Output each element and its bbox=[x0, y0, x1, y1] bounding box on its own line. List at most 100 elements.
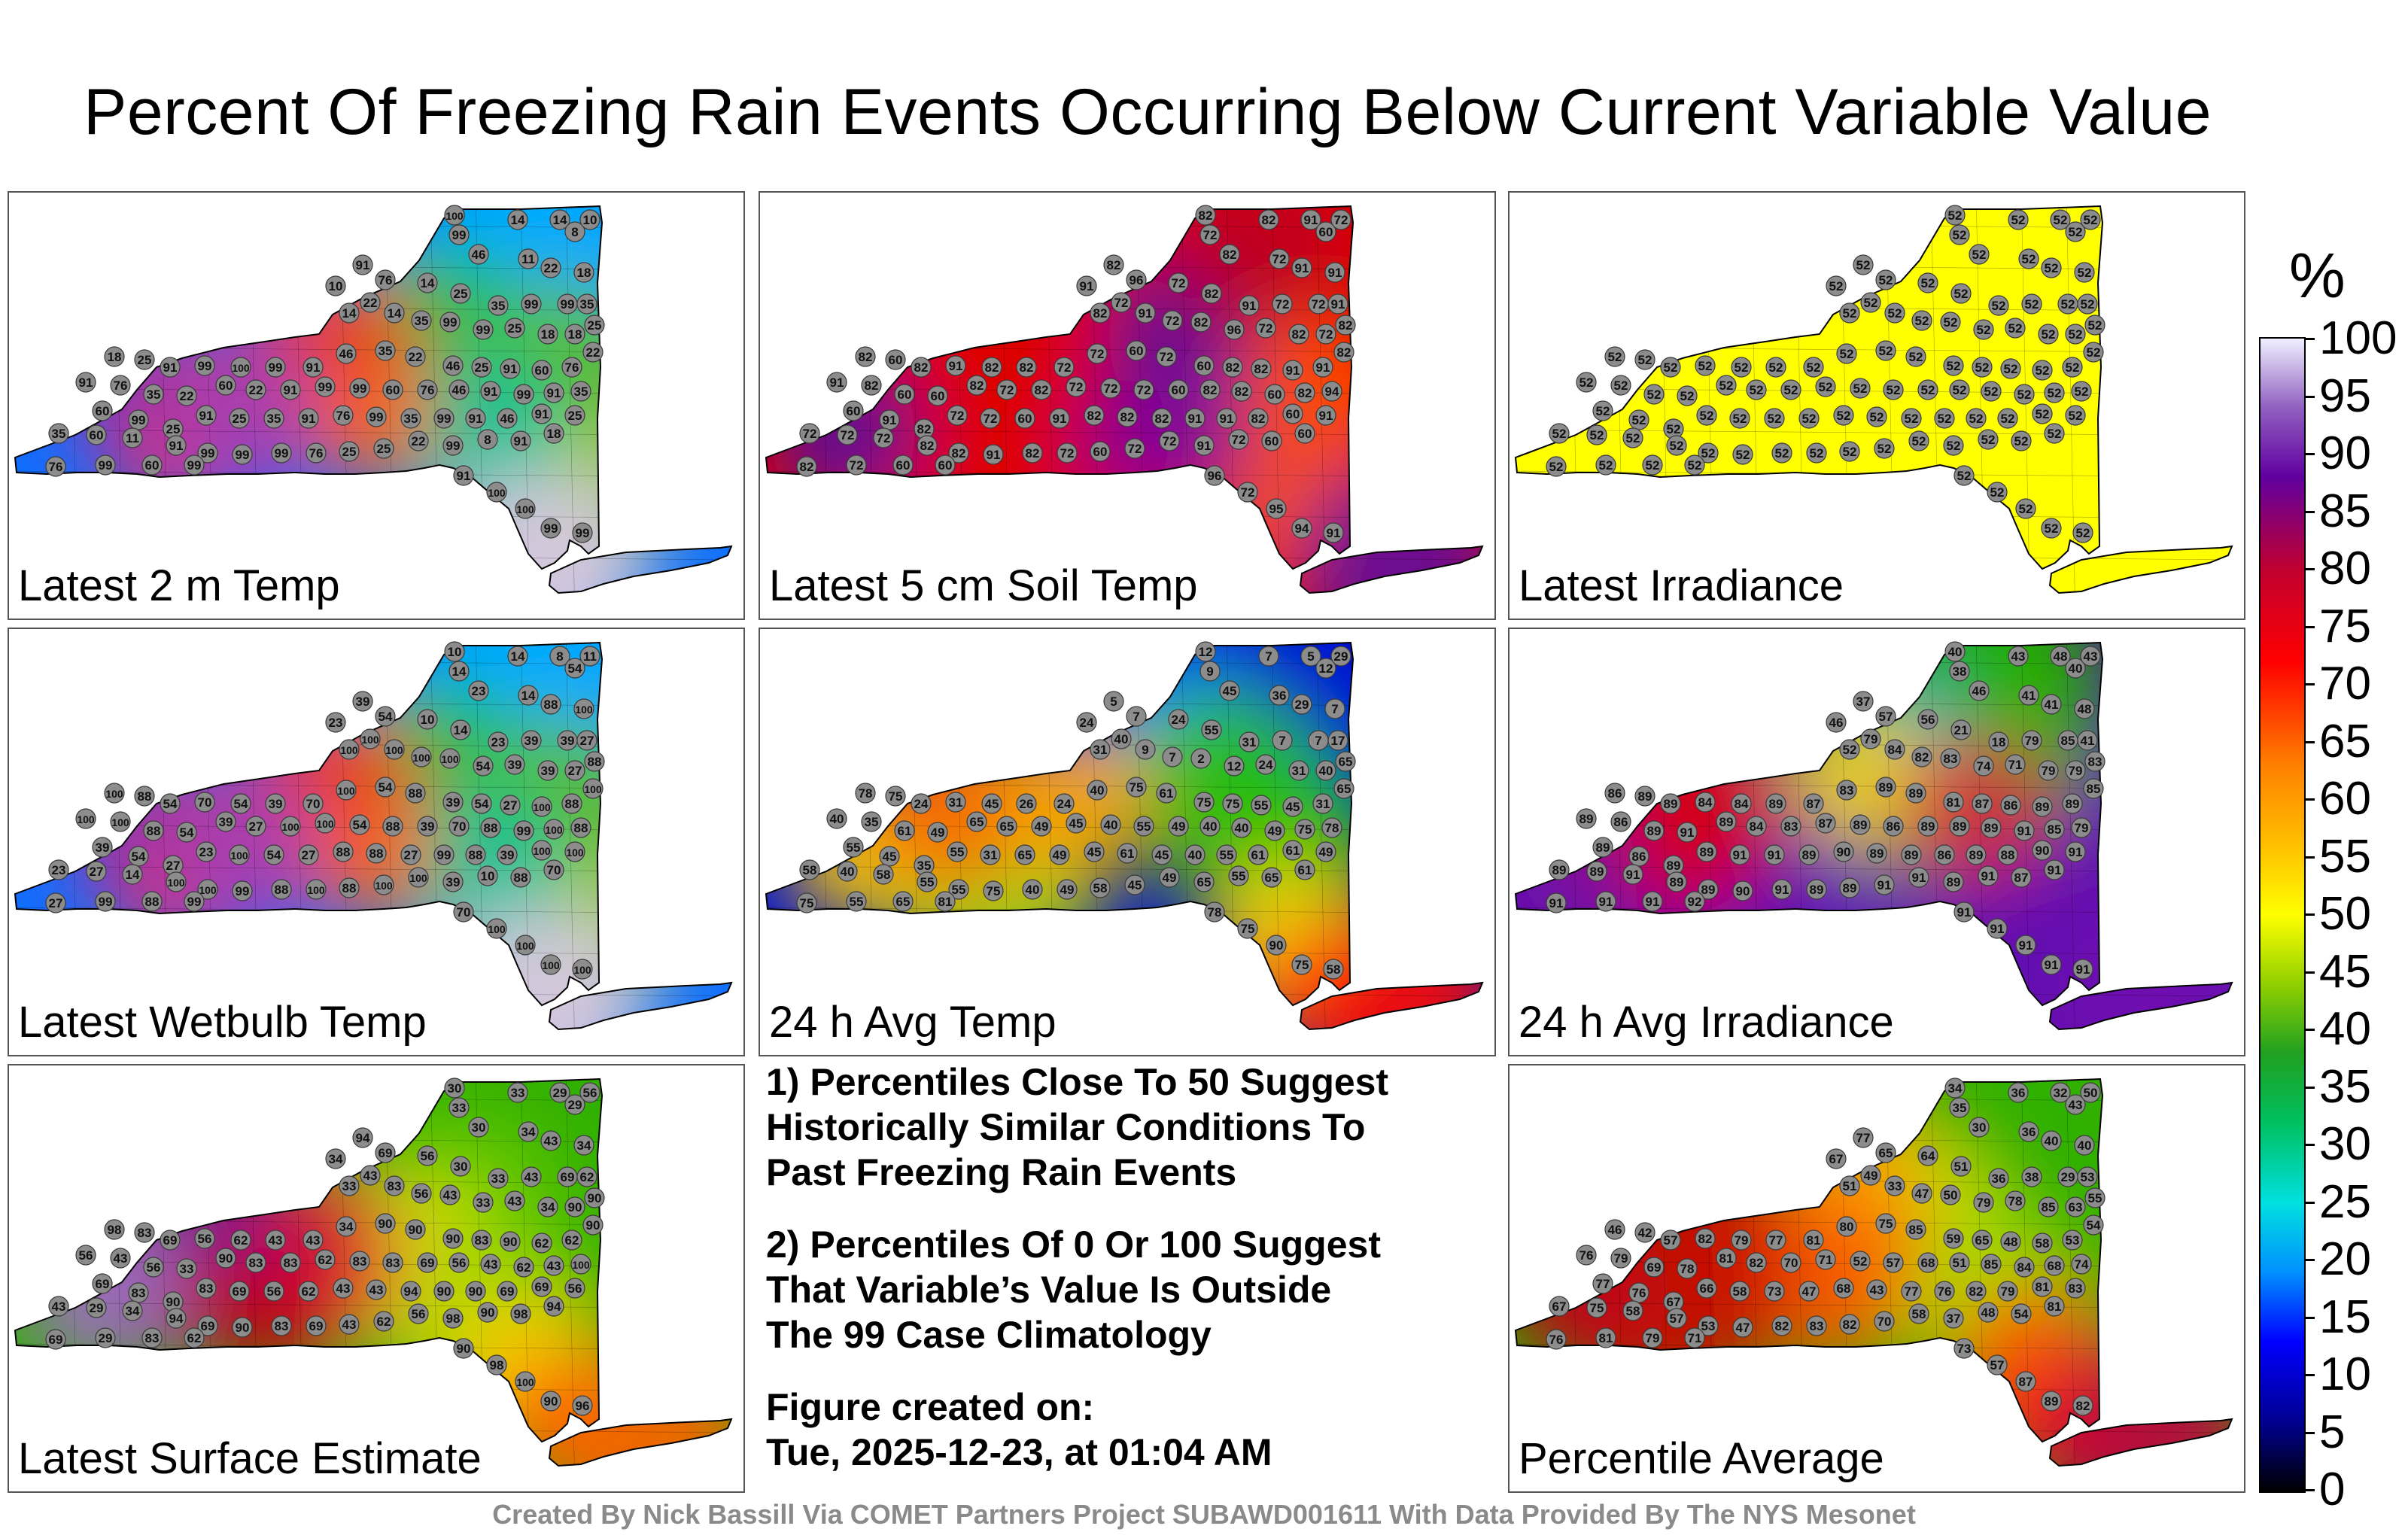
station-dot bbox=[400, 844, 421, 865]
station-dot bbox=[1201, 719, 1222, 740]
station-marker: 52 bbox=[2008, 209, 2029, 230]
station-dot bbox=[1162, 310, 1183, 331]
station-value: 34 bbox=[126, 1304, 140, 1318]
station-marker: 99 bbox=[557, 293, 578, 315]
station-value: 52 bbox=[1549, 460, 1564, 474]
station-value: 39 bbox=[500, 848, 515, 862]
station-marker: 91 bbox=[1291, 257, 1312, 278]
station-dot bbox=[1195, 205, 1216, 226]
station-value: 60 bbox=[1298, 427, 1312, 441]
station-dot bbox=[1592, 400, 1613, 421]
map-panel-latest-surface-estimate: 30 33 33 29 29 56 30 34 43 34 94 69 56 30 33 43 69 62 34 33… bbox=[8, 1064, 745, 1493]
note-1: 1) Percentiles Close To 50 Suggest Histo… bbox=[766, 1061, 1389, 1193]
station-marker: 84 bbox=[1695, 792, 1716, 813]
station-value: 69 bbox=[1647, 1260, 1662, 1275]
station-value: 56 bbox=[583, 1086, 597, 1100]
station-value: 47 bbox=[1802, 1284, 1817, 1299]
station-marker: 18 bbox=[1988, 731, 2009, 752]
station-marker: 34 bbox=[325, 1148, 346, 1169]
station-value: 51 bbox=[1954, 1160, 1969, 1174]
station-value: 89 bbox=[1843, 881, 1857, 895]
station-value: 43 bbox=[342, 1318, 357, 1332]
station-value: 99 bbox=[437, 412, 451, 426]
station-marker: 49 bbox=[1159, 867, 1180, 888]
station-value: 52 bbox=[2069, 409, 2083, 423]
station-dot bbox=[510, 867, 531, 888]
station-value: 99 bbox=[132, 413, 146, 427]
station-marker: 46 bbox=[442, 355, 464, 376]
station-marker: 54 bbox=[263, 844, 284, 865]
station-value: 41 bbox=[2022, 688, 2036, 703]
station-marker: 35 bbox=[143, 384, 164, 405]
station-marker: 89 bbox=[1905, 783, 1926, 804]
colorbar-tick-label: 100 bbox=[2319, 312, 2397, 364]
station-marker: 40 bbox=[1184, 844, 1206, 865]
colorbar-tick-mark bbox=[2304, 798, 2315, 801]
station-value: 91 bbox=[535, 407, 549, 421]
station-marker: 62 bbox=[531, 1233, 552, 1254]
station-value: 91 bbox=[1316, 360, 1330, 375]
station-marker: 29 bbox=[86, 1297, 107, 1318]
station-marker: 63 bbox=[2065, 1196, 2086, 1217]
station-marker: 99 bbox=[184, 891, 205, 912]
station-dot bbox=[1866, 843, 1887, 864]
station-value: 35 bbox=[52, 427, 66, 441]
station-value: 48 bbox=[2078, 702, 2092, 716]
station-value: 89 bbox=[1879, 780, 1893, 795]
station-dot bbox=[927, 385, 948, 406]
station-marker: 100 bbox=[411, 746, 432, 768]
station-value: 88 bbox=[484, 821, 498, 835]
station-value: 52 bbox=[2069, 225, 2083, 239]
station-dot bbox=[500, 795, 521, 816]
station-marker: 43 bbox=[439, 1184, 461, 1205]
station-dot bbox=[1839, 739, 1860, 760]
station-value: 57 bbox=[1990, 1358, 2005, 1372]
station-dot bbox=[1978, 429, 1999, 450]
station-marker: 48 bbox=[2074, 698, 2095, 719]
station-marker: 55 bbox=[2084, 1187, 2105, 1208]
station-marker: 52 bbox=[2044, 382, 2065, 403]
station-value: 67 bbox=[1829, 1152, 1844, 1166]
station-marker: 60 bbox=[843, 400, 864, 421]
station-value: 60 bbox=[386, 383, 400, 397]
station-dot bbox=[540, 257, 561, 278]
station-dot bbox=[2005, 318, 2026, 339]
station-dot bbox=[966, 811, 987, 832]
station-dot bbox=[518, 1121, 539, 1142]
station-marker: 89 bbox=[1866, 843, 1887, 864]
station-value: 79 bbox=[1977, 1196, 1991, 1210]
station-value: 10 bbox=[583, 213, 597, 227]
station-value: 52 bbox=[1775, 446, 1789, 460]
station-marker: 11 bbox=[579, 646, 600, 667]
station-value: 82 bbox=[1915, 750, 1929, 764]
station-dot bbox=[1248, 844, 1269, 865]
station-marker: 89 bbox=[1949, 816, 1970, 837]
station-value: 52 bbox=[1596, 404, 1610, 418]
station-value: 40 bbox=[830, 812, 844, 826]
station-marker: 55 bbox=[1133, 816, 1154, 837]
station-dot bbox=[263, 408, 284, 429]
station-dot bbox=[1695, 355, 1716, 376]
station-dot bbox=[382, 1252, 403, 1273]
station-dot bbox=[1219, 680, 1240, 701]
station-value: 11 bbox=[583, 649, 597, 664]
station-dot bbox=[1159, 867, 1180, 888]
station-value: 52 bbox=[2084, 213, 2098, 227]
station-value: 65 bbox=[1975, 1233, 1990, 1248]
station-dot bbox=[1195, 641, 1216, 662]
station-dot bbox=[229, 1281, 250, 1302]
station-marker: 72 bbox=[1272, 293, 1293, 315]
station-dot bbox=[196, 1278, 217, 1299]
station-value: 10 bbox=[481, 869, 495, 883]
station-dot bbox=[1282, 360, 1303, 381]
station-value: 82 bbox=[1087, 409, 1102, 423]
station-marker: 52 bbox=[2038, 324, 2059, 345]
station-dot bbox=[1168, 379, 1189, 400]
station-marker: 84 bbox=[1746, 816, 1767, 837]
station-dot bbox=[846, 891, 867, 912]
station-dot bbox=[584, 751, 605, 772]
station-marker: 69 bbox=[92, 1273, 113, 1294]
station-dot bbox=[1716, 375, 1737, 396]
station-dot bbox=[1201, 283, 1222, 304]
station-dot bbox=[408, 867, 429, 888]
